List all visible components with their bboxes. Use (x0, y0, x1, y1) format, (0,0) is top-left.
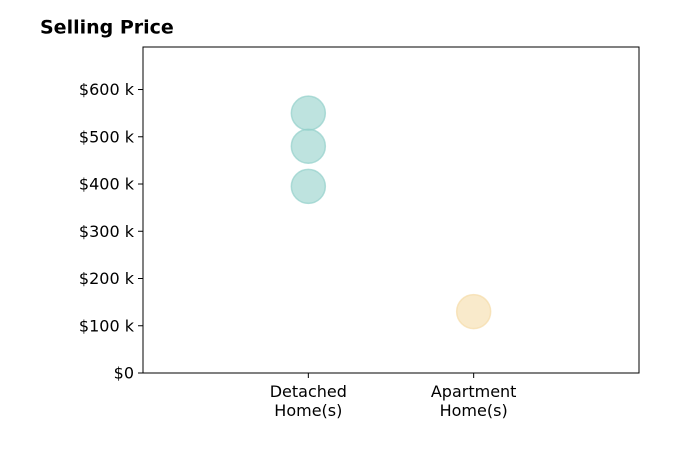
point (290, 168, 327, 205)
y-tick-label: $100 k (79, 316, 135, 335)
x-tick-label: Detached Home(s) (269, 382, 347, 420)
point (455, 293, 492, 330)
chart-title: Selling Price (40, 17, 174, 39)
y-tick-label: $600 k (79, 80, 135, 99)
y-tick-label: $300 k (79, 222, 135, 241)
y-tick-label: $500 k (79, 127, 135, 146)
point (290, 128, 327, 164)
point (290, 95, 327, 131)
plot-frame (142, 46, 640, 374)
y-tick-label: $400 k (79, 175, 135, 194)
y-tick-label: $0 (114, 364, 134, 383)
y-tick-label: $200 k (79, 269, 135, 288)
x-tick-label: Apartment Home(s) (430, 382, 517, 420)
